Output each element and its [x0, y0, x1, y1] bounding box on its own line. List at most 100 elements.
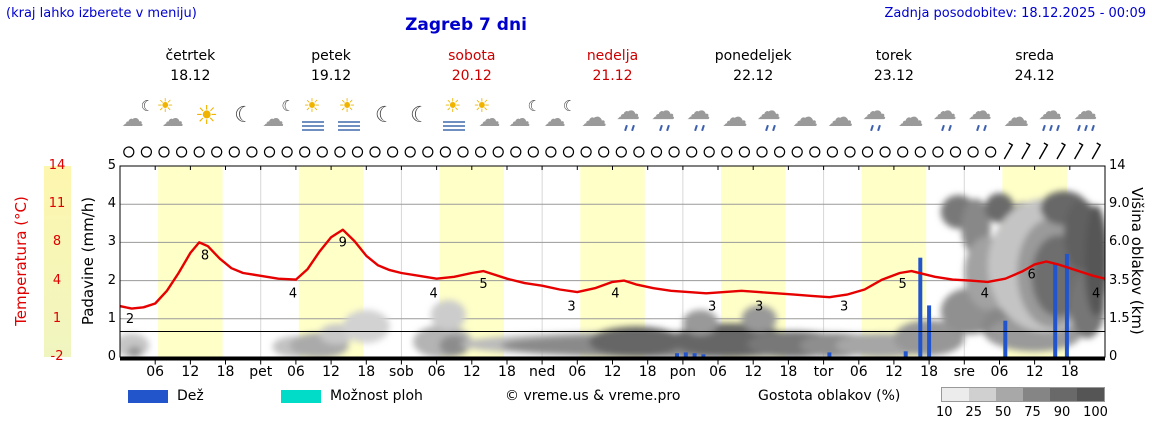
temperature-value-label: 4 [289, 287, 297, 302]
temperature-tick: 11 [48, 196, 66, 212]
cloud-cover-circle-symbol [545, 146, 557, 158]
rain-drop-icon [764, 124, 769, 132]
cloud-glyph-icon: ☁ [543, 107, 566, 132]
x-axis-tick: 06 [146, 364, 165, 380]
sun-glyph-icon: ☀ [194, 101, 219, 131]
day-date: 23.12 [873, 68, 914, 84]
rain-drop-icon [877, 124, 882, 132]
cloud-glyph-icon: ☁ [508, 107, 531, 132]
cloud-cover-circle-symbol [615, 146, 627, 158]
temperature-value-label: 4 [981, 287, 989, 302]
rain-bar [827, 352, 832, 357]
x-axis-tick: 18 [920, 364, 939, 380]
temperature-value-label: 2 [126, 312, 134, 327]
cloud-cover-circle-symbol [897, 146, 909, 158]
sun-glyph-icon: ☀ [444, 95, 462, 117]
weather-icon-cloud-drizzle: ☁ [647, 97, 683, 139]
x-axis-tick: 06 [849, 364, 868, 380]
weather-icon-cloud-moon: ☾ ☁ [542, 97, 578, 139]
rain-bar [1064, 253, 1069, 357]
cloud-cover-circle-symbol [686, 146, 698, 158]
day-date: 24.12 [1014, 68, 1055, 84]
x-axis-tick: tor [813, 364, 834, 380]
rain-drop-icon [694, 124, 699, 132]
rain-drop-icon [1084, 124, 1089, 132]
rain-drop-icon [940, 124, 945, 132]
day-name: torek [875, 48, 913, 64]
rain-bar [1003, 320, 1008, 357]
copyright-link[interactable]: © vreme.us & vreme.pro [505, 388, 681, 404]
day-header: torek 23.12 [829, 48, 959, 84]
day-name: četrtek [165, 48, 216, 64]
cloud-cover-circle-symbol [299, 146, 311, 158]
weather-icon-cloud-moon: ☾ ☁ [507, 97, 543, 139]
day-name: nedelja [586, 48, 639, 64]
daylight-band [580, 166, 645, 357]
rain-bar [692, 353, 697, 357]
x-axis-tick: sob [389, 364, 414, 380]
rain-drop-icon [1056, 124, 1061, 132]
cloud-cover-circle-symbol [228, 146, 240, 158]
day-header: petek 19.12 [266, 48, 396, 84]
precip-tick: 5 [107, 158, 116, 173]
cloud-density-legend-label: Gostota oblakov (%) [758, 388, 901, 404]
cloud-glyph-icon: ☁ [791, 103, 818, 133]
temperature-value-label: 4 [1092, 287, 1100, 302]
rain-drop-icon [1091, 124, 1096, 132]
x-axis-tick: pon [669, 364, 697, 380]
weather-icon-partly-sunny: ☀ ☁ [155, 97, 191, 139]
rain-bar [701, 354, 706, 357]
weather-icon-cloud: ☁ [788, 97, 824, 139]
weather-icon-cloud-drizzle: ☁ [753, 97, 789, 139]
rain-drop-icon [1077, 124, 1082, 132]
cloud-cover-circle-symbol [967, 146, 979, 158]
day-header: nedelja 21.12 [548, 48, 678, 84]
day-name: petek [311, 48, 351, 64]
x-axis-tick: 12 [1025, 364, 1044, 380]
moon-glyph-icon: ☾ [410, 103, 430, 128]
cloud-cover-circle-symbol [773, 146, 786, 158]
cloud-height-tick: 14 [1109, 158, 1126, 173]
cloud-cover-circle-symbol [949, 146, 962, 158]
day-header: ponedeljek 22.12 [688, 48, 818, 84]
cloud-cover-circle-symbol [422, 146, 434, 158]
cloud-density-scale-bar [941, 387, 1105, 402]
x-axis-tick: 06 [427, 364, 446, 380]
temperature-value-label: 9 [339, 236, 347, 251]
precip-tick: 4 [107, 196, 116, 212]
x-axis-tick: ned [528, 364, 556, 380]
cloud-glyph-icon: ☁ [967, 97, 992, 125]
rain-drop-icon [1049, 124, 1054, 132]
cloud-cover-circle-symbol [879, 146, 891, 158]
cloud-cover-circle-symbol [510, 146, 522, 158]
cloud-glyph-icon: ☁ [161, 107, 184, 132]
x-axis-tick: sre [953, 364, 975, 380]
cloud-glyph-icon: ☁ [932, 97, 957, 125]
cloud-glyph-icon: ☁ [651, 97, 676, 125]
cloud-cover-circle-symbol [738, 146, 751, 158]
menu-hint: (kraj lahko izberete v meniju) [6, 6, 197, 21]
moon-glyph-icon: ☾ [527, 97, 541, 115]
density-tick-label: 90 [1053, 405, 1071, 420]
moon-glyph-icon: ☾ [234, 103, 254, 128]
rain-drop-icon [631, 124, 635, 132]
cloud-glyph-icon: ☁ [862, 97, 887, 125]
x-axis-tick: 12 [885, 364, 903, 380]
moon-glyph-icon: ☾ [562, 97, 577, 115]
cloud-glyph-icon: ☁ [1003, 103, 1030, 133]
x-axis-tick: 06 [709, 364, 727, 380]
cloud-cover-circle-symbol [826, 146, 839, 158]
x-axis-tick: 06 [286, 364, 305, 380]
cloud-glyph-icon: ☁ [897, 103, 924, 133]
rain-bar [918, 257, 923, 357]
cloud-blob [439, 335, 469, 356]
cloud-cover-circle-symbol [158, 146, 170, 158]
wind-barb-symbol [1073, 142, 1084, 160]
cloud-density-scale-ticks: 10 25 50 75 90 100 [936, 405, 1108, 420]
cloud-blob [589, 326, 683, 357]
weather-icon-sunny: ☀ [190, 97, 226, 139]
density-tick-label: 10 [936, 405, 953, 420]
rain-drop-icon [624, 124, 628, 132]
weather-icon-fog-sun: ☀ [331, 97, 367, 139]
